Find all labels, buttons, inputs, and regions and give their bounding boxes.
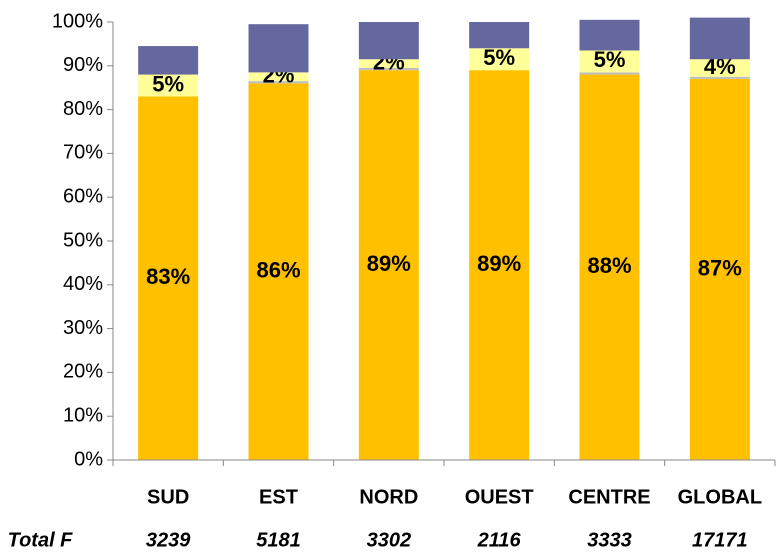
bar-segment <box>358 22 419 60</box>
bar-segment <box>579 19 640 51</box>
bar-segment <box>138 46 199 75</box>
data-label: 89% <box>477 251 521 276</box>
y-tick-label: 60% <box>63 185 103 207</box>
total-value: 2116 <box>477 529 522 551</box>
data-label: 83% <box>146 264 190 289</box>
bar-segment <box>358 59 419 68</box>
bar-segment <box>689 76 750 79</box>
x-tick-label: EST <box>259 486 298 508</box>
y-tick-label: 10% <box>63 404 103 426</box>
bar-segment <box>358 70 419 461</box>
bar-segment <box>469 48 530 71</box>
x-tick-label: NORD <box>359 486 418 508</box>
x-tick-label: GLOBAL <box>678 486 762 508</box>
total-value: 3333 <box>587 529 632 551</box>
bar-segment <box>469 70 530 461</box>
y-tick-label: 80% <box>63 98 103 120</box>
bar-segment <box>689 59 750 77</box>
total-value: 3239 <box>146 529 191 551</box>
data-label: 5% <box>594 47 626 72</box>
data-label: 89% <box>367 251 411 276</box>
data-label: 86% <box>256 257 300 282</box>
y-tick-label: 40% <box>63 273 103 295</box>
totals-label: Total F <box>8 529 74 551</box>
x-tick-label: SUD <box>147 486 189 508</box>
bar-segment <box>248 72 309 82</box>
y-tick-label: 30% <box>63 317 103 339</box>
bar-segment <box>579 72 640 75</box>
bar-segment <box>689 17 750 60</box>
bar-segment <box>248 83 309 460</box>
y-tick-label: 90% <box>63 54 103 76</box>
y-tick-label: 20% <box>63 361 103 383</box>
total-value: 17171 <box>692 529 748 551</box>
data-label: 87% <box>698 255 742 280</box>
y-tick-label: 50% <box>63 229 103 251</box>
total-value: 3302 <box>367 529 412 551</box>
bar-segment <box>138 74 199 97</box>
bar-segment <box>579 74 640 460</box>
x-tick-label: OUEST <box>465 486 534 508</box>
data-label: 5% <box>483 45 515 70</box>
bar-segment <box>579 50 640 73</box>
bar-segment <box>248 24 309 73</box>
data-label: 88% <box>587 253 631 278</box>
data-label: 5% <box>152 71 184 96</box>
bar-segment <box>469 22 530 49</box>
bar-segment <box>689 78 750 460</box>
y-tick-label: 0% <box>74 448 103 470</box>
bar-segment <box>358 67 419 71</box>
y-tick-label: 70% <box>63 142 103 164</box>
y-tick-label: 100% <box>52 10 103 32</box>
total-value: 5181 <box>256 529 301 551</box>
x-tick-label: CENTRE <box>568 486 650 508</box>
bar-segment <box>248 81 309 84</box>
bar-segment <box>138 96 199 461</box>
